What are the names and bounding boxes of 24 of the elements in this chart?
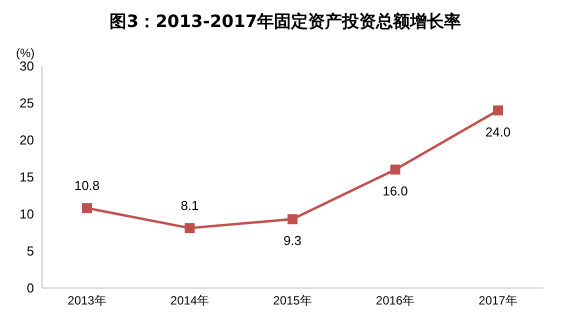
point (493, 105, 503, 116)
text: 10.8 (74, 178, 100, 194)
y-tick-label: 0 (26, 280, 34, 296)
y-tick-label: 20 (20, 132, 34, 148)
chart-title: 图3：2013-2017年固定资产投资总额增长率 (108, 11, 462, 34)
y-tick-label: 25 (20, 96, 34, 111)
text: 9.3 (283, 233, 302, 248)
text: 8.1 (180, 198, 199, 214)
y-axis-title: (%) (16, 46, 35, 60)
text: 16.0 (382, 184, 408, 199)
x-tick-label: 2013年 (68, 294, 106, 308)
x-tick-label: 2016年 (376, 294, 415, 308)
y-tick-label: 10 (20, 206, 34, 222)
point (390, 164, 400, 175)
point (184, 223, 195, 234)
point (82, 203, 92, 214)
point (288, 214, 298, 224)
x-tick-label: 2015年 (273, 294, 312, 308)
x-tick-label: 2014年 (170, 294, 210, 308)
text: 24.0 (485, 124, 511, 140)
y-tick-label: 5 (26, 244, 34, 259)
y-tick-label: 15 (20, 170, 34, 185)
x-tick-label: 2017年 (478, 294, 518, 308)
y-tick-label: 30 (20, 58, 34, 74)
